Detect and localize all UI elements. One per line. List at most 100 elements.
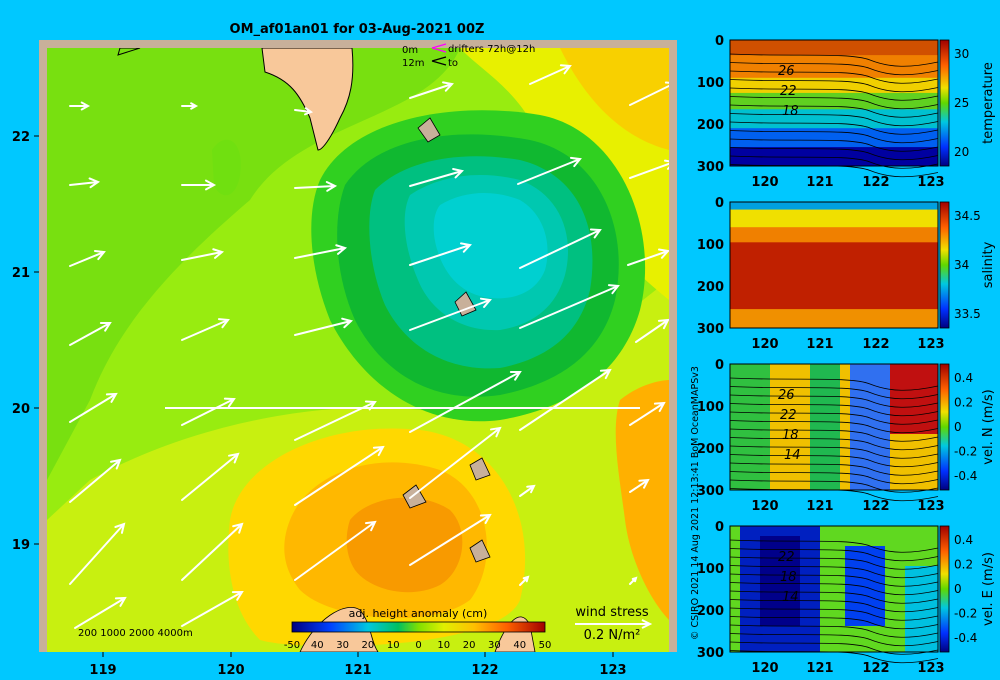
colorbar-tick-label: -50	[284, 640, 300, 651]
section-colorbar	[939, 363, 950, 491]
colorbar-tick-label: 25	[954, 96, 969, 110]
wind-arrow	[409, 242, 472, 266]
wind-arrow	[409, 297, 492, 331]
wind-arrow	[519, 484, 536, 497]
colorbar-tick-label: 0.4	[954, 371, 973, 385]
wind-arrow	[74, 596, 127, 629]
depth-tick-label: 100	[697, 76, 724, 91]
depth-tick-label: 0	[715, 34, 724, 49]
colorbar-tick-label: 30	[336, 640, 349, 651]
colorbar-tick-label: 40	[513, 640, 526, 651]
lon-tick-label: 122	[862, 337, 889, 352]
depth-tick-label: 0	[715, 196, 724, 211]
wind-arrow	[627, 248, 669, 266]
lon-tick-label: 121	[806, 175, 833, 190]
lon-tick-label: 120	[751, 337, 778, 352]
wind-arrow	[69, 249, 106, 267]
section-label: temperature	[981, 62, 996, 144]
colorbar-tick-label: 0.4	[954, 533, 973, 547]
colorbar-tick-label: -0.2	[954, 445, 977, 459]
lon-tick-label: 123	[599, 663, 626, 678]
lon-tick-label: 123	[917, 337, 944, 352]
wind-arrow	[517, 156, 582, 185]
contour-label: 14	[782, 590, 799, 605]
colorbar-tick-label: 34.5	[954, 209, 981, 223]
wind-arrow	[69, 322, 112, 346]
section-label: salinity	[981, 241, 996, 288]
wind-arrow	[519, 228, 602, 269]
wind-arrow	[409, 81, 454, 99]
lon-tick-label: 119	[89, 663, 116, 678]
lat-tick-label: 19	[12, 538, 30, 553]
depth-tick-label: 300	[697, 160, 724, 175]
wind-arrow	[409, 167, 464, 187]
wind-arrow	[69, 392, 118, 423]
wind-arrow	[294, 181, 338, 192]
depth-tick-label: 300	[697, 484, 724, 499]
wind-arrow	[181, 452, 240, 501]
wind-arrow	[519, 368, 612, 431]
colorbar-tick-label: 33.5	[954, 307, 981, 321]
wind-arrow	[69, 458, 122, 503]
colorbar-tick-label: 0.2	[954, 396, 973, 410]
wind-arrow	[519, 284, 620, 329]
depth-tick-label: 100	[697, 238, 724, 253]
contour-label: 18	[782, 428, 799, 443]
svg-text:12m: 12m	[402, 58, 424, 69]
map-title: OM_af01an01 for 03-Aug-2021 00Z	[230, 22, 485, 37]
lon-tick-label: 122	[862, 661, 889, 676]
lon-tick-label: 123	[917, 499, 944, 514]
colorbar-tick-label: 40	[311, 640, 324, 651]
colorbar-tick-label: 20	[362, 640, 375, 651]
svg-text:drifters 72h@12h: drifters 72h@12h	[448, 44, 535, 55]
bathymetry-label: 200 1000 2000 4000m	[78, 628, 193, 639]
svg-text:to: to	[448, 58, 458, 69]
wind-arrow	[181, 102, 199, 110]
wind-arrow	[294, 520, 377, 581]
colorbar-tick-label: 10	[437, 640, 450, 651]
lon-tick-label: 121	[344, 663, 371, 678]
svg-text:adj. height anomaly (cm): adj. height anomaly (cm)	[349, 607, 488, 620]
section-salinity: 0 100 200 300 120 121 122 123 34.5 34 33.5 salinity	[697, 196, 996, 352]
wind-arrow	[519, 575, 530, 586]
colorbar-tick-label: 20	[463, 640, 476, 651]
lon-tick-label: 121	[806, 337, 833, 352]
section-temperature: 26 22 18 0 100 200 300 120 121 122 123 30 25 20 temper…	[697, 34, 996, 190]
contour-label: 26	[778, 64, 795, 79]
colorbar-tick-label: 50	[539, 640, 552, 651]
depth-tick-label: 200	[697, 118, 724, 133]
colorbar-tick-label: -0.4	[954, 631, 977, 645]
depth-tick-label: 0	[715, 358, 724, 373]
lat-tick-label: 21	[12, 266, 30, 281]
svg-text:0.2 N/m²: 0.2 N/m²	[584, 628, 641, 643]
depth-tick-label: 200	[697, 280, 724, 295]
colorbar-tick-label: 20	[954, 145, 969, 159]
map-field	[47, 48, 669, 652]
svg-text:wind stress: wind stress	[575, 605, 649, 620]
colorbar-tick-label: 0	[415, 640, 421, 651]
wind-arrow	[294, 400, 377, 441]
drifters-legend: 0m drifters 72h@12h 12m to	[402, 43, 535, 69]
colorbar-tick-label: 30	[488, 640, 501, 651]
section-label: vel. N (m/s)	[981, 389, 996, 464]
depth-tick-label: 200	[697, 442, 724, 457]
contour-label: 22	[778, 550, 795, 565]
lon-tick-label: 121	[806, 499, 833, 514]
contour-label: 14	[784, 448, 801, 463]
wind-stress-arrows	[69, 64, 669, 629]
wind-arrow	[629, 159, 669, 179]
wind-arrow	[294, 317, 354, 336]
wind-arrow	[181, 522, 244, 581]
contour-label: 26	[778, 388, 795, 403]
lon-tick-label: 120	[751, 499, 778, 514]
wind-arrow	[409, 370, 522, 433]
lon-tick-label: 121	[806, 661, 833, 676]
depth-tick-label: 300	[697, 646, 724, 661]
colorbar-tick-label: 0	[954, 420, 962, 434]
wind-stress-scale: wind stress 0.2 N/m²	[575, 605, 653, 643]
section-panels: 26 22 18 0 100 200 300 120 121 122 123 30 25 20 temper…	[697, 34, 996, 676]
colorbar-tick-label: -0.4	[954, 469, 977, 483]
map-longitude-ticks: 119 120 121 122 123	[89, 652, 627, 678]
section-label: vel. E (m/s)	[981, 552, 996, 626]
